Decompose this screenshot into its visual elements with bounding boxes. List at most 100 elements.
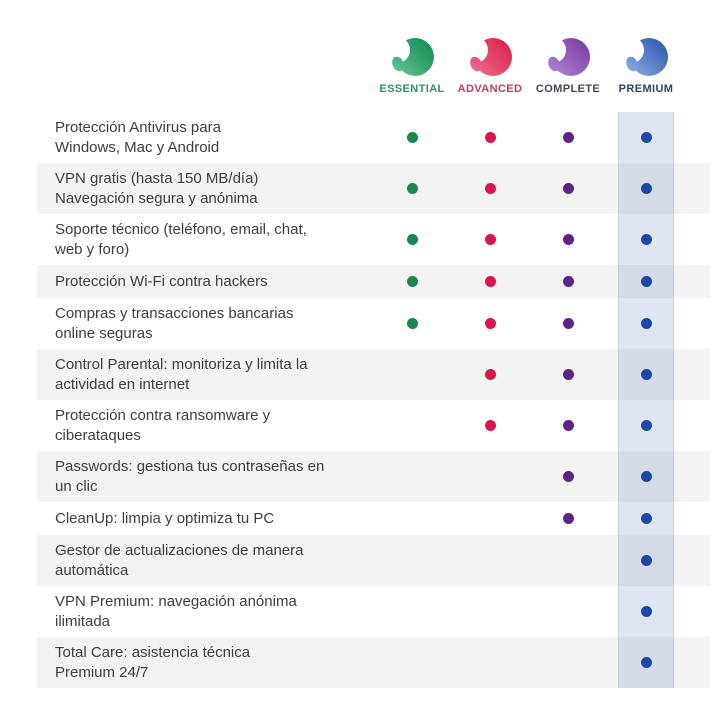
included-dot xyxy=(640,471,652,482)
included-dot xyxy=(562,318,574,329)
plan-cell-essential xyxy=(373,112,451,163)
plan-comparison-table: ESSENTIAL ADVANCED xyxy=(37,36,710,688)
plan-cell-essential xyxy=(373,400,451,451)
plan-cell-complete xyxy=(529,214,607,265)
plan-cell-advanced xyxy=(451,586,529,637)
plan-cell-advanced xyxy=(451,214,529,265)
plan-cell-advanced xyxy=(451,265,529,298)
included-dot xyxy=(562,234,574,245)
feature-row: Soporte técnico (teléfono, email, chat, … xyxy=(37,214,710,265)
included-dot xyxy=(640,318,652,329)
plan-cell-essential xyxy=(373,637,451,688)
feature-label: Protección Wi-Fi contra hackers xyxy=(55,272,268,290)
feature-label: Total Care: asistencia técnica Premium 2… xyxy=(55,644,251,681)
plan-cell-complete xyxy=(529,349,607,400)
plan-cell-premium xyxy=(607,349,685,400)
feature-label: Gestor de actualizaciones de manera auto… xyxy=(55,542,304,579)
feature-label: Compras y transacciones bancarias online… xyxy=(55,305,294,342)
feature-row: VPN gratis (hasta 150 MB/día) Navegación… xyxy=(37,163,710,214)
included-dot xyxy=(562,369,574,380)
plan-cell-essential xyxy=(373,502,451,535)
feature-row: Total Care: asistencia técnica Premium 2… xyxy=(37,637,710,688)
plan-name: ESSENTIAL xyxy=(379,83,445,95)
plan-cell-complete xyxy=(529,637,607,688)
plan-cell-premium xyxy=(607,298,685,349)
premium-column-highlight xyxy=(618,112,674,688)
feature-row: Gestor de actualizaciones de manera auto… xyxy=(37,535,710,586)
plan-cell-premium xyxy=(607,637,685,688)
plan-cell-advanced xyxy=(451,400,529,451)
feature-row: Compras y transacciones bancarias online… xyxy=(37,298,710,349)
included-dot xyxy=(484,318,496,329)
included-dot xyxy=(640,369,652,380)
included-dot xyxy=(406,183,418,194)
included-dot xyxy=(640,183,652,194)
included-dot xyxy=(562,513,574,524)
included-dot xyxy=(640,513,652,524)
feature-label: Protección contra ransomware y ciberataq… xyxy=(55,407,271,444)
plan-cell-advanced xyxy=(451,535,529,586)
included-dot xyxy=(562,420,574,431)
plan-header-advanced[interactable]: ADVANCED xyxy=(451,36,529,112)
feature-label: Protección Antivirus para Windows, Mac y… xyxy=(55,119,221,156)
plan-cell-premium xyxy=(607,502,685,535)
included-dot xyxy=(640,234,652,245)
plan-cell-essential xyxy=(373,298,451,349)
plan-cell-advanced xyxy=(451,502,529,535)
included-dot xyxy=(640,276,652,287)
plan-cell-complete xyxy=(529,586,607,637)
plans-header: ESSENTIAL ADVANCED xyxy=(37,36,710,112)
plan-cell-premium xyxy=(607,400,685,451)
plan-header-complete[interactable]: COMPLETE xyxy=(529,36,607,112)
panda-head-icon xyxy=(624,37,668,76)
included-dot xyxy=(484,183,496,194)
plan-cell-advanced xyxy=(451,163,529,214)
included-dot xyxy=(640,606,652,617)
feature-label: Passwords: gestiona tus contraseñas en u… xyxy=(55,458,325,495)
included-dot xyxy=(484,276,496,287)
plan-cell-essential xyxy=(373,535,451,586)
plan-cell-complete xyxy=(529,502,607,535)
plan-name: ADVANCED xyxy=(457,83,523,95)
feature-row: VPN Premium: navegación anónima ilimitad… xyxy=(37,586,710,637)
feature-row: CleanUp: limpia y optimiza tu PC xyxy=(37,502,710,535)
plan-cell-essential xyxy=(373,265,451,298)
included-dot xyxy=(406,276,418,287)
included-dot xyxy=(562,471,574,482)
panda-head-icon xyxy=(546,37,590,76)
plan-name: PREMIUM xyxy=(618,83,674,95)
feature-rows: Protección Antivirus para Windows, Mac y… xyxy=(37,112,710,688)
plan-cell-complete xyxy=(529,400,607,451)
header-spacer xyxy=(37,36,373,112)
plan-cell-advanced xyxy=(451,298,529,349)
included-dot xyxy=(640,420,652,431)
plan-cell-advanced xyxy=(451,637,529,688)
plan-cell-essential xyxy=(373,451,451,502)
plan-cell-premium xyxy=(607,265,685,298)
included-dot xyxy=(484,420,496,431)
plan-cell-premium xyxy=(607,214,685,265)
plan-cell-premium xyxy=(607,451,685,502)
plan-cell-advanced xyxy=(451,451,529,502)
feature-label: Soporte técnico (teléfono, email, chat, … xyxy=(55,221,307,258)
plan-name: COMPLETE xyxy=(535,83,601,95)
feature-row: Protección Antivirus para Windows, Mac y… xyxy=(37,112,710,163)
included-dot xyxy=(484,132,496,143)
plan-cell-essential xyxy=(373,214,451,265)
included-dot xyxy=(640,555,652,566)
plan-cell-complete xyxy=(529,451,607,502)
feature-row: Protección Wi-Fi contra hackers xyxy=(37,265,710,298)
plan-header-premium[interactable]: PREMIUM xyxy=(607,36,685,112)
plan-cell-complete xyxy=(529,535,607,586)
plan-header-essential[interactable]: ESSENTIAL xyxy=(373,36,451,112)
included-dot xyxy=(484,234,496,245)
included-dot xyxy=(562,276,574,287)
plan-cell-premium xyxy=(607,112,685,163)
plan-cell-premium xyxy=(607,163,685,214)
plan-cell-advanced xyxy=(451,112,529,163)
included-dot xyxy=(640,132,652,143)
plan-cell-essential xyxy=(373,586,451,637)
plan-cell-complete xyxy=(529,112,607,163)
feature-label: VPN gratis (hasta 150 MB/día) Navegación… xyxy=(55,170,259,207)
included-dot xyxy=(406,234,418,245)
